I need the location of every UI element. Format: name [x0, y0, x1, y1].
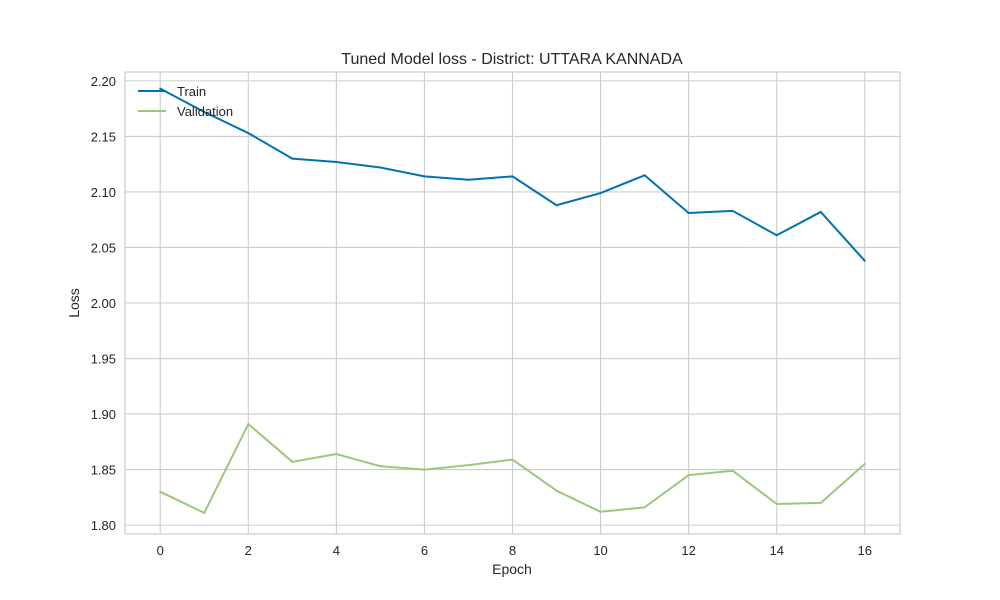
y-tick-label: 2.00: [91, 296, 116, 311]
x-tick-label: 12: [681, 543, 695, 558]
data-point-validation: [159, 490, 162, 493]
data-point-validation: [467, 464, 470, 467]
data-point-validation: [203, 511, 206, 514]
y-tick-label: 2.20: [91, 74, 116, 89]
legend: Train Validation: [138, 84, 233, 119]
x-tick-label: 8: [509, 543, 516, 558]
legend-label-validation: Validation: [177, 104, 233, 119]
y-tick-label: 1.80: [91, 518, 116, 533]
data-point-train: [159, 87, 162, 90]
x-tick-label: 6: [421, 543, 428, 558]
y-axis-title: Loss: [66, 288, 82, 318]
data-point-validation: [819, 501, 822, 504]
y-tick-label: 1.95: [91, 352, 116, 367]
x-axis-title: Epoch: [492, 561, 532, 577]
data-point-validation: [291, 460, 294, 463]
data-point-train: [819, 210, 822, 213]
x-tick-label: 2: [245, 543, 252, 558]
y-tick-label: 2.10: [91, 185, 116, 200]
data-point-train: [467, 178, 470, 181]
data-point-train: [291, 157, 294, 160]
data-point-validation: [863, 463, 866, 466]
x-tick-label: 10: [593, 543, 607, 558]
data-point-validation: [687, 474, 690, 477]
data-point-validation: [555, 489, 558, 492]
data-point-validation: [643, 506, 646, 509]
data-point-validation: [335, 453, 338, 456]
data-point-train: [335, 160, 338, 163]
y-tick-label: 1.85: [91, 463, 116, 478]
data-point-train: [247, 132, 250, 135]
plot-frame: [124, 71, 901, 535]
x-tick-label: 0: [157, 543, 164, 558]
data-point-validation: [247, 423, 250, 426]
data-point-train: [599, 192, 602, 195]
data-point-train: [423, 175, 426, 178]
x-tick-label: 4: [333, 543, 340, 558]
data-point-validation: [511, 458, 514, 461]
series-lines: [159, 87, 866, 514]
x-tick-label: 16: [858, 543, 872, 558]
data-point-validation: [775, 503, 778, 506]
data-point-validation: [731, 469, 734, 472]
x-tick-labels: 0 2 4 6 8 10 12 14 16: [157, 543, 872, 558]
x-tick-label: 14: [769, 543, 783, 558]
data-point-validation: [379, 465, 382, 468]
data-point-train: [643, 174, 646, 177]
data-point-train: [775, 234, 778, 237]
data-point-train: [555, 204, 558, 207]
chart-title: Tuned Model loss - District: UTTARA KANN…: [341, 51, 683, 68]
y-tick-label: 2.05: [91, 240, 116, 255]
data-point-train: [687, 212, 690, 215]
y-tick-label: 2.15: [91, 129, 116, 144]
data-point-train: [379, 166, 382, 169]
y-tick-labels: 1.80 1.85 1.90 1.95 2.00 2.05 2.10 2.15 2.20: [91, 74, 116, 533]
grid-lines: [125, 72, 900, 534]
legend-label-train: Train: [177, 84, 206, 99]
data-point-train: [511, 175, 514, 178]
data-point-train: [731, 209, 734, 212]
data-point-validation: [599, 510, 602, 513]
y-tick-label: 1.90: [91, 407, 116, 422]
data-point-train: [203, 110, 206, 113]
data-point-train: [863, 259, 866, 262]
data-point-validation: [423, 468, 426, 471]
